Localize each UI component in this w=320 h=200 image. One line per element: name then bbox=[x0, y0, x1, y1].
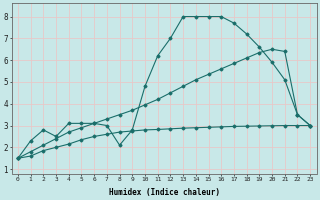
X-axis label: Humidex (Indice chaleur): Humidex (Indice chaleur) bbox=[108, 188, 220, 197]
